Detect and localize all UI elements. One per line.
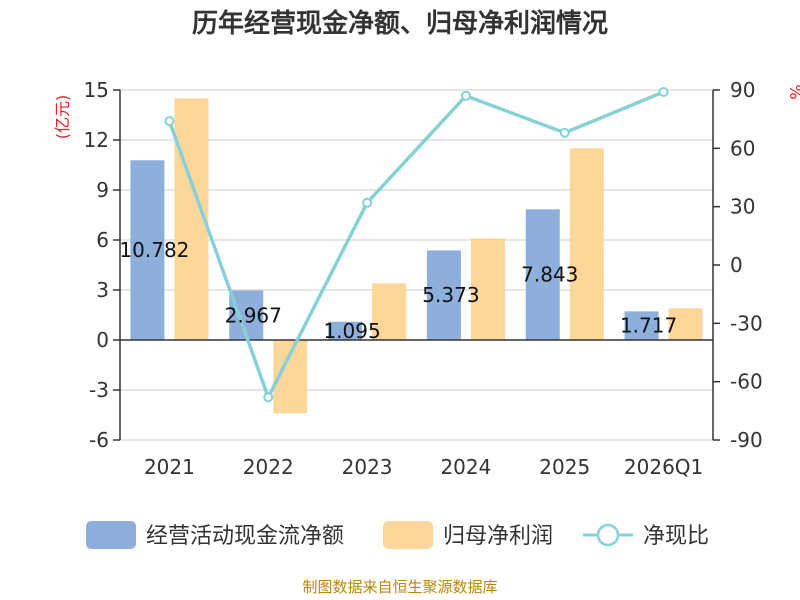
legend-label-ratio: 净现比: [643, 524, 709, 549]
ratio-point: [263, 392, 274, 403]
right-axis-tick-label: -90: [730, 428, 763, 452]
gridlines: [120, 89, 713, 441]
bar-value-label: 10.782: [119, 238, 189, 262]
left-axis-tick-label: 3: [96, 278, 109, 302]
left-axis-tick-label: 12: [84, 128, 109, 152]
right-axis-tick-label: 90: [730, 78, 755, 102]
bar-value-label: 7.843: [521, 263, 578, 287]
left-axis-tick-label: 0: [96, 328, 109, 352]
bar-profit: [470, 238, 505, 340]
ratio-line: [164, 86, 669, 403]
left-axis-tick-label: 15: [84, 78, 109, 102]
x-axis-tick-label: 2021: [144, 455, 195, 479]
source-note: 制图数据来自恒生聚源数据库: [302, 578, 497, 596]
bar-value-label: 1.717: [620, 314, 677, 338]
legend-swatch-profit: [383, 521, 433, 549]
left-axis-unit: (亿元): [53, 95, 72, 140]
x-axis-tick-label: 2022: [243, 455, 294, 479]
left-axis-tick-label: -3: [89, 378, 109, 402]
bar-cashflow: [328, 321, 363, 340]
bar-profit: [668, 308, 703, 340]
bar-value-label: 5.373: [422, 283, 479, 307]
ratio-line-path: [167, 90, 665, 402]
legend-label-profit: 归母净利润: [443, 524, 553, 549]
right-axis-tick-label: 30: [730, 195, 755, 219]
x-axis-tick-label: 2023: [342, 455, 393, 479]
bar-cashflow: [426, 250, 461, 340]
ratio-point: [362, 197, 373, 208]
ratio-point: [164, 116, 175, 127]
chart-title: 历年经营现金净额、归母净利润情况: [192, 8, 608, 39]
x-axis-tick-label: 2024: [440, 455, 491, 479]
bar-cashflow: [525, 209, 560, 340]
ratio-point: [658, 86, 669, 97]
bar-cashflow: [624, 311, 659, 340]
x-axis-tick-label: 2025: [539, 455, 590, 479]
legend: 经营活动现金流净额 归母净利润 净现比: [86, 521, 709, 549]
ratio-point: [559, 127, 570, 138]
legend-marker-ratio: [596, 523, 620, 547]
bar-value-label: 2.967: [225, 303, 282, 327]
bar-profit: [372, 283, 407, 340]
right-axis-unit: %: [786, 84, 800, 99]
right-axis-tick-label: 0: [730, 253, 743, 277]
legend-swatch-cashflow: [86, 521, 136, 549]
right-axis-tick-label: -30: [730, 311, 763, 335]
right-axis-tick-label: -60: [730, 370, 763, 394]
x-axis-tick-label: 2026Q1: [624, 455, 703, 479]
left-axis-tick-label: -6: [89, 428, 109, 452]
bar-value-label: 1.095: [323, 319, 380, 343]
bar-profit: [569, 148, 604, 340]
left-axis-tick-label: 6: [96, 228, 109, 252]
bar-labels: 10.782 2.967 1.095 5.373 7.843 1.717: [119, 238, 677, 343]
legend-label-cashflow: 经营活动现金流净额: [146, 524, 344, 549]
ratio-point: [460, 90, 471, 101]
bar-cashflow: [130, 160, 165, 340]
left-axis-tick-label: 9: [96, 178, 109, 202]
right-axis-tick-label: 60: [730, 136, 755, 160]
